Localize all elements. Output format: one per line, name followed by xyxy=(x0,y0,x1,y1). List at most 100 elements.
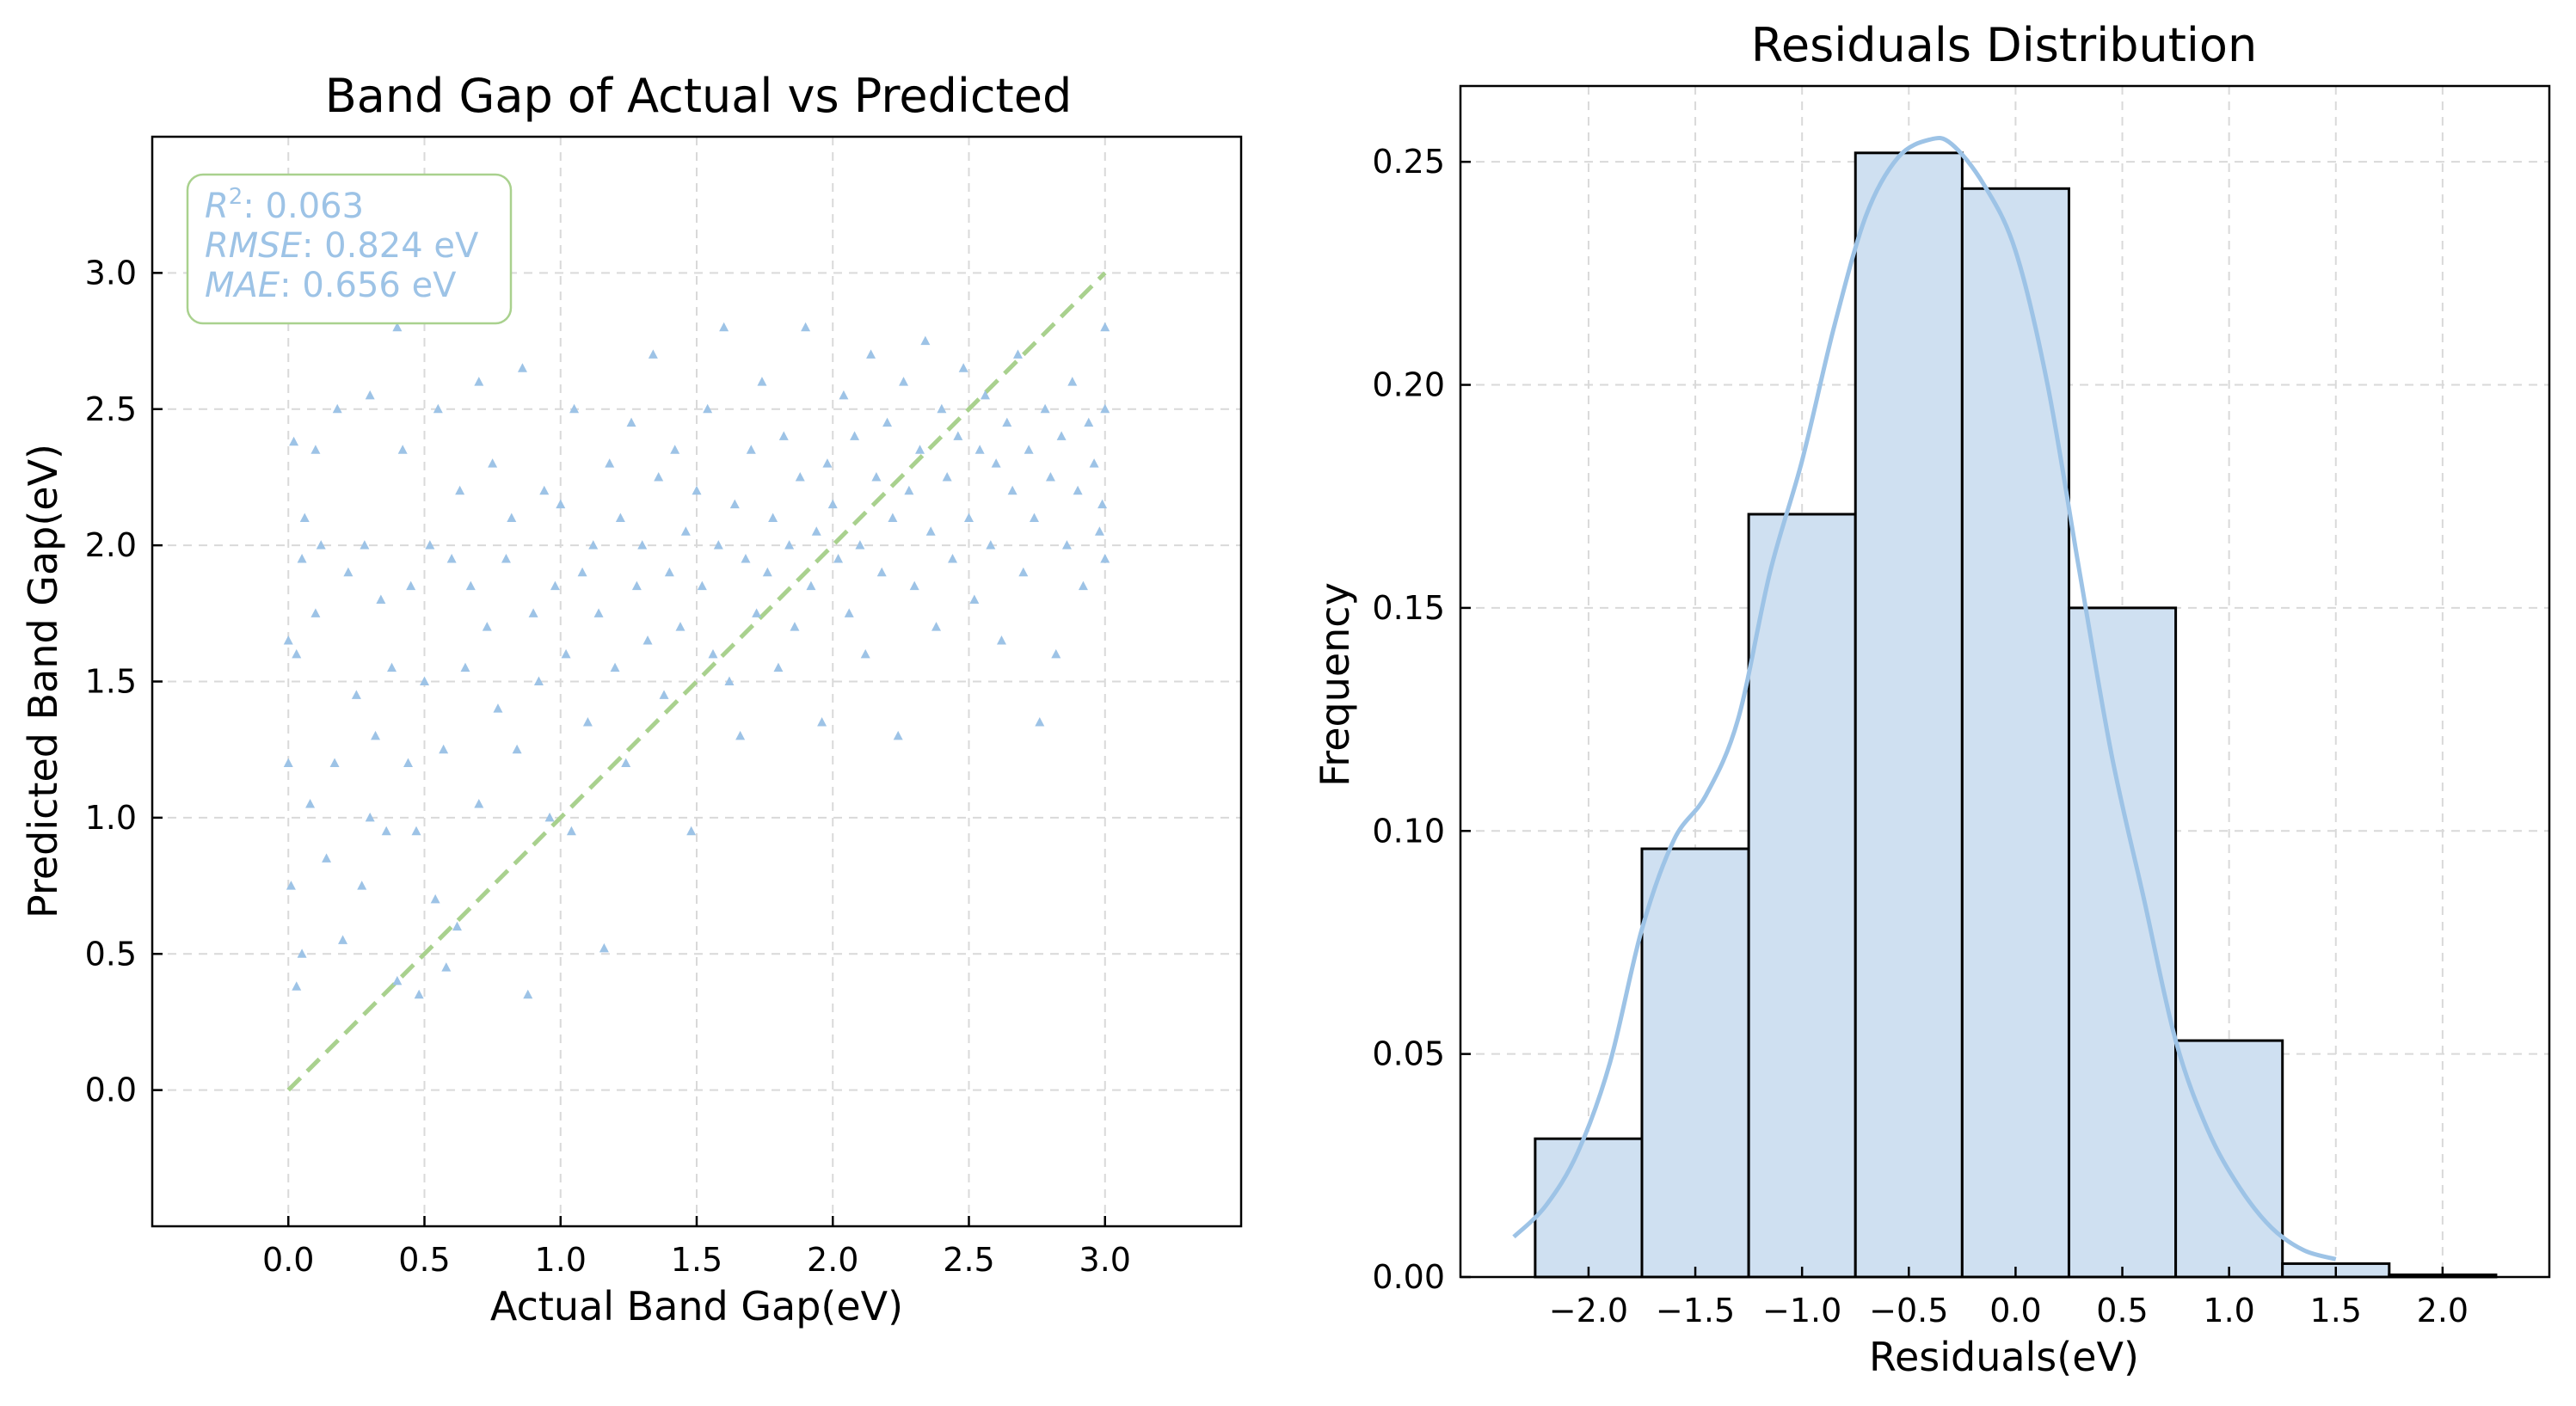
scatter-point xyxy=(817,717,827,727)
scatter-point xyxy=(964,513,974,522)
scatter-point xyxy=(844,608,854,617)
histogram-x-tick-label: −2.0 xyxy=(1549,1292,1628,1329)
metric-r2-superscript: 2 xyxy=(229,184,243,210)
scatter-point xyxy=(1097,499,1108,509)
scatter-point xyxy=(439,744,449,754)
metric-rmse-symbol: RMSE xyxy=(205,226,303,266)
metric-mae: MAE: 0.656 eV xyxy=(205,266,457,305)
scatter-point xyxy=(757,377,767,386)
scatter-point xyxy=(974,445,985,454)
scatter-point xyxy=(561,648,571,659)
scatter-point xyxy=(357,881,367,890)
scatter-point xyxy=(299,513,310,522)
scatter-x-axis-label: Actual Band Gap(eV) xyxy=(490,1283,903,1329)
histogram-x-tick-label: 0.5 xyxy=(2096,1292,2148,1329)
histogram-bar-3 xyxy=(1854,151,1964,1279)
scatter-point xyxy=(376,594,386,604)
scatter-point xyxy=(893,730,903,740)
scatter-point xyxy=(899,377,909,386)
scatter-point xyxy=(784,540,795,550)
scatter-point xyxy=(1067,377,1078,386)
scatter-point xyxy=(713,540,723,550)
scatter-point xyxy=(697,580,707,591)
histogram-x-axis-label: Residuals(eV) xyxy=(1869,1334,2139,1380)
scatter-point xyxy=(680,526,691,536)
histogram-y-tick-label: 0.10 xyxy=(1372,812,1445,850)
histogram-x-tick-label: 2.0 xyxy=(2417,1292,2468,1329)
scatter-point xyxy=(1100,322,1110,332)
scatter-point xyxy=(539,485,550,495)
scatter-point xyxy=(430,893,440,904)
scatter-point xyxy=(1045,471,1055,482)
histogram-panel: Residuals Distribution −2.0 −1.5 −1.0 −0.5 0… xyxy=(1312,18,2551,1380)
scatter-point xyxy=(371,730,381,740)
scatter-point xyxy=(343,567,354,577)
scatter-y-tick-label: 3.0 xyxy=(85,254,137,292)
scatter-point xyxy=(452,921,462,931)
histogram-bar-2 xyxy=(1747,513,1857,1279)
scatter-x-tick-label: 3.0 xyxy=(1079,1241,1131,1279)
scatter-point xyxy=(577,567,587,577)
scatter-point xyxy=(433,403,443,414)
scatter-point xyxy=(735,730,746,740)
scatter-point xyxy=(631,580,642,591)
scatter-point xyxy=(703,403,713,414)
scatter-point xyxy=(441,962,452,972)
scatter-point xyxy=(507,513,517,522)
scatter-point xyxy=(692,485,702,495)
ideal-line xyxy=(286,271,1107,1092)
scatter-point xyxy=(493,703,503,713)
histogram-title: Residuals Distribution xyxy=(1751,18,2257,72)
scatter-y-tick-label: 1.0 xyxy=(85,799,137,837)
scatter-point xyxy=(746,445,756,454)
scatter-point xyxy=(752,608,762,617)
scatter-point xyxy=(297,553,307,563)
histogram-bar-5 xyxy=(2067,606,2178,1279)
scatter-point xyxy=(569,403,580,414)
scatter-point xyxy=(286,881,296,890)
scatter-point xyxy=(664,567,674,577)
scatter-point xyxy=(996,635,1006,645)
scatter-x-tick-label: 1.5 xyxy=(671,1241,722,1279)
scatter-point xyxy=(833,553,844,563)
scatter-point xyxy=(556,499,566,509)
scatter-point xyxy=(599,942,609,953)
scatter-point xyxy=(474,377,484,386)
scatter-point xyxy=(322,853,332,863)
scatter-point xyxy=(332,403,342,414)
scatter-y-axis-label: Predicted Band Gap(eV) xyxy=(20,444,66,918)
scatter-point xyxy=(593,608,604,617)
scatter-point xyxy=(533,676,544,685)
scatter-point xyxy=(686,826,697,836)
scatter-point xyxy=(991,458,1001,468)
scatter-point xyxy=(953,431,963,440)
scatter-point xyxy=(283,758,293,768)
scatter-point xyxy=(915,445,925,454)
scatter-point xyxy=(969,594,980,604)
histogram-x-tick-label: 1.5 xyxy=(2310,1292,2362,1329)
histogram-x-tick-label: −1.5 xyxy=(1656,1292,1735,1329)
scatter-point xyxy=(406,580,416,591)
metric-rmse: RMSE: 0.824 eV xyxy=(205,226,479,266)
scatter-point xyxy=(871,471,882,482)
scatter-point xyxy=(948,553,958,563)
scatter-point xyxy=(615,513,625,522)
scatter-point xyxy=(811,526,821,536)
scatter-point xyxy=(648,349,658,359)
scatter-point xyxy=(392,975,403,985)
histogram-bar-1 xyxy=(1640,847,1750,1279)
scatter-point xyxy=(860,648,870,659)
scatter-point xyxy=(888,513,898,522)
scatter-point xyxy=(1051,648,1061,659)
scatter-point xyxy=(1078,580,1088,591)
scatter-point xyxy=(626,417,636,427)
scatter-point xyxy=(768,513,778,522)
scatter-point xyxy=(920,335,931,346)
scatter-point xyxy=(637,540,648,550)
scatter-point xyxy=(544,812,555,822)
scatter-point xyxy=(338,935,348,944)
scatter-point xyxy=(719,322,729,332)
scatter-x-tick-label: 2.0 xyxy=(807,1241,858,1279)
scatter-point xyxy=(659,690,669,699)
scatter-point xyxy=(360,540,370,550)
